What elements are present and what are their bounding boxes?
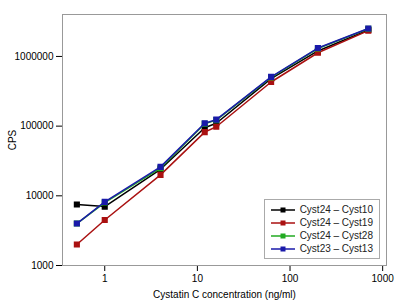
svg-text:100000: 100000 (20, 120, 54, 131)
svg-text:1000000: 1000000 (15, 51, 54, 62)
svg-text:1: 1 (102, 273, 108, 284)
html-text:Cyst24 – Cyst19: Cyst24 – Cyst19 (299, 217, 373, 228)
svg-text:10: 10 (192, 273, 204, 284)
html-text:Cyst24 – Cyst28: Cyst24 – Cyst28 (299, 230, 373, 241)
html-text:Cyst24 – Cyst10: Cyst24 – Cyst10 (299, 204, 373, 215)
svg-text:Cystatin C concentration (ng/m: Cystatin C concentration (ng/ml) (153, 289, 296, 300)
svg-text:1000: 1000 (372, 273, 395, 284)
html-text:Cyst23 – Cyst13: Cyst23 – Cyst13 (299, 243, 373, 254)
svg-text:100: 100 (282, 273, 299, 284)
svg-text:10000: 10000 (26, 190, 54, 201)
svg-text:CPS: CPS (7, 129, 18, 150)
svg-text:1000: 1000 (31, 260, 54, 271)
